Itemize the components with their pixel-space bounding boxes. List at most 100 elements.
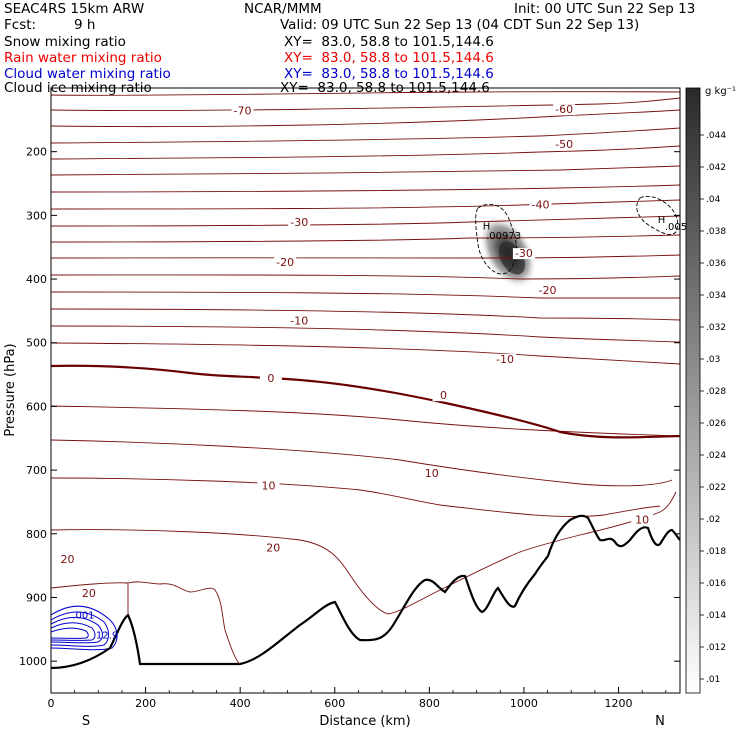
colorbar-tick-label-5: .034 — [706, 291, 726, 301]
extremum-label-1: .00973 — [486, 231, 521, 242]
field-snow-xy: XY= 83.0, 58.8 to 101.5,144.6 — [284, 34, 494, 50]
terrain-line — [51, 514, 680, 670]
temperature-contours — [51, 91, 680, 615]
temp-label-17: 20 — [82, 587, 96, 600]
temp-label-bg-0 — [231, 105, 254, 117]
temp-label-bg-17 — [77, 588, 100, 600]
south-label: S — [82, 714, 90, 729]
colorbar — [685, 87, 701, 694]
temp-label-bg-7 — [536, 285, 559, 297]
y-tick-label-1: 300 — [26, 209, 47, 222]
temp-label-0: -70 — [234, 104, 252, 117]
x-tick-label-6: 1200 — [605, 697, 633, 710]
temp-label-6: -20 — [276, 256, 294, 269]
colorbar-ticks: .044 .042 .04 .038 .036 .034 .032 .03 .028 .026 .0… — [700, 131, 726, 685]
x-tick-label-3: 600 — [324, 697, 345, 710]
colorbar-tick-label-4: .036 — [706, 259, 726, 269]
colorbar-tick-label-11: .022 — [706, 483, 726, 493]
y-axis-label: Pressure (hPa) — [3, 343, 18, 436]
temp-label-bg-16 — [262, 542, 285, 554]
y-tick-label-3: 500 — [26, 337, 47, 350]
temp-label-bg-2 — [553, 139, 576, 151]
x-tick-label-2: 400 — [230, 697, 251, 710]
temp-label-3: -40 — [532, 199, 550, 212]
temperature-labels: -70 -60 -50 -40 -30 -30 -20 -20 -10 -10 0 0 10 10 10 20… — [56, 103, 654, 600]
temp-label-bg-15 — [56, 553, 79, 565]
north-label: N — [655, 714, 665, 729]
valid-time: Valid: 09 UTC Sun 22 Sep 13 (04 CDT Sun … — [280, 17, 640, 33]
y-tick-label-5: 700 — [26, 464, 47, 477]
forecast-label: Fcst: — [4, 17, 37, 33]
x-tick-label-5: 1000 — [510, 697, 538, 710]
temp-label-12: 10 — [262, 480, 276, 493]
temp-label-bg-6 — [274, 257, 297, 269]
temp-label-bg-9 — [494, 353, 517, 365]
colorbar-tick-label-6: .032 — [706, 323, 726, 333]
colorbar-tick-label-17: .01 — [706, 675, 720, 685]
organization: NCAR/MMM — [244, 1, 322, 17]
temp-label-10: 0 — [267, 372, 274, 385]
temp-label-8: -10 — [290, 315, 308, 328]
x-tick-label-4: 800 — [419, 697, 440, 710]
temp-label-15: 20 — [61, 553, 75, 566]
colorbar-tick-label-0: .044 — [706, 131, 726, 141]
colorbar-tick-label-13: .018 — [706, 547, 726, 557]
cloud-water-label-1: 12.9 — [96, 630, 118, 641]
extremum-label-2: H — [658, 215, 666, 226]
temp-label-bg-11 — [432, 390, 455, 402]
colorbar-tick-label-14: .016 — [706, 579, 726, 589]
extremum-label-3: .0056 — [665, 222, 694, 233]
x-axis-label: Distance (km) — [319, 714, 410, 729]
temp-label-bg-4 — [288, 216, 311, 228]
temp-label-16: 20 — [266, 541, 280, 554]
temp-label-7: -20 — [539, 284, 557, 297]
cloud-ice-contour — [475, 203, 517, 275]
temp-label-bg-5 — [512, 248, 535, 260]
y-tick-label-2: 400 — [26, 273, 47, 286]
temp-label-4: -30 — [290, 216, 308, 229]
y-tick-label-0: 200 — [26, 146, 47, 159]
x-tick-label-0: 0 — [48, 697, 55, 710]
temp-label-14: 10 — [635, 513, 649, 526]
temp-label-1: -60 — [555, 103, 573, 116]
temp-label-bg-1 — [553, 104, 576, 116]
colorbar-tick-label-12: .02 — [706, 515, 720, 525]
colorbar-tick-label-16: .012 — [706, 643, 726, 653]
y-tick-label-8: 1000 — [19, 655, 47, 668]
y-tick-label-4: 600 — [26, 400, 47, 413]
colorbar-tick-label-15: .014 — [706, 611, 726, 621]
model-title: SEAC4RS 15km ARW — [4, 1, 145, 17]
x-tick-label-1: 200 — [135, 697, 156, 710]
colorbar-tick-label-2: .04 — [706, 195, 721, 205]
temp-label-5: -30 — [515, 247, 533, 260]
temp-label-bg-14 — [631, 514, 654, 526]
init-time: Init: 00 UTC Sun 22 Sep 13 — [514, 1, 696, 17]
temp-label-bg-13 — [420, 467, 443, 479]
cloud-water-label-0: .001 — [72, 611, 94, 622]
colorbar-tick-label-3: .038 — [706, 227, 726, 237]
field-rain-xy: XY= 83.0, 58.8 to 101.5,144.6 — [284, 50, 494, 66]
colorbar-unit: g kg⁻¹ — [705, 86, 736, 97]
colorbar-tick-label-8: .028 — [706, 387, 726, 397]
field-cloudwater-xy: XY= 83.0, 58.8 to 101.5,144.6 — [284, 66, 494, 82]
field-rain-label: Rain water mixing ratio — [4, 50, 162, 66]
field-snow-label: Snow mixing ratio — [4, 34, 126, 50]
temp-label-bg-10 — [259, 372, 282, 384]
colorbar-tick-label-10: .024 — [706, 451, 726, 461]
temp-label-bg-12 — [257, 480, 280, 492]
forecast-value: 9 h — [74, 17, 96, 33]
colorbar-tick-label-1: .042 — [706, 163, 726, 173]
extremum-label-0: H — [483, 222, 491, 233]
colorbar-tick-label-9: .026 — [706, 419, 726, 429]
temp-label-bg-3 — [529, 199, 552, 211]
temp-label-bg-8 — [288, 315, 311, 327]
cloud-ice-contour-right — [636, 195, 679, 235]
field-cloudwater-label: Cloud water mixing ratio — [4, 66, 171, 82]
zero-isotherm — [51, 364, 680, 439]
temp-label-2: -50 — [555, 138, 573, 151]
plot-frame — [50, 87, 681, 694]
y-tick-label-7: 900 — [26, 591, 47, 604]
